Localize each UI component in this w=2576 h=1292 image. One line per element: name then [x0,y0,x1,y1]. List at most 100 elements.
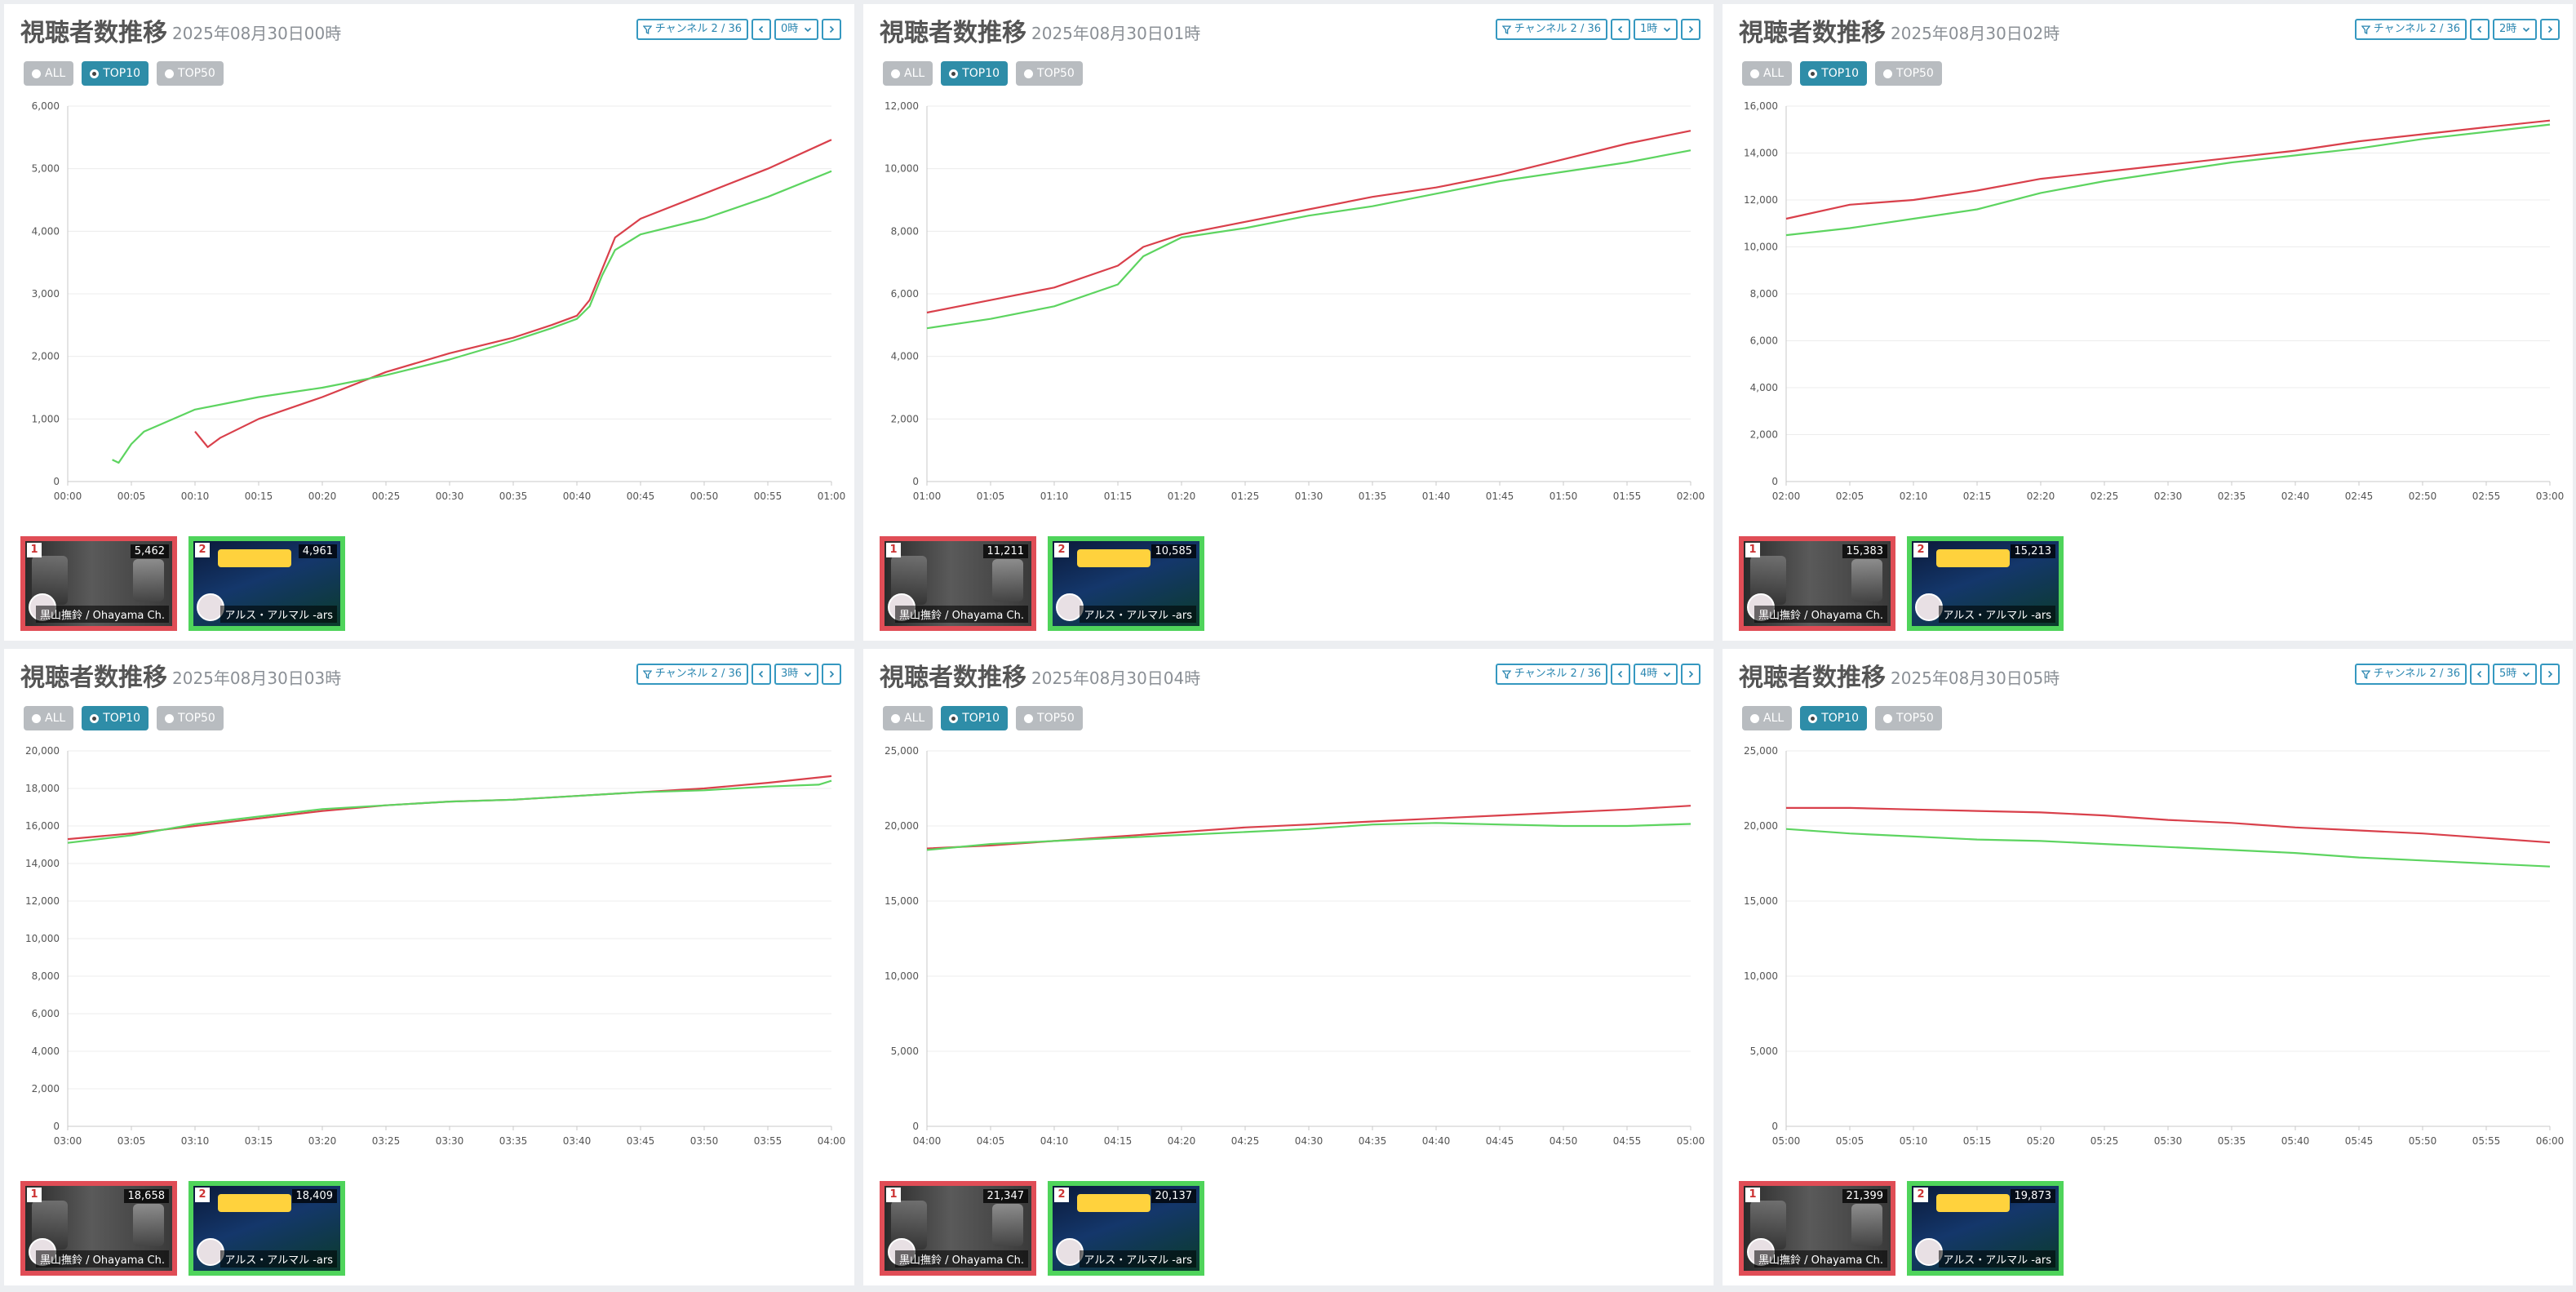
channel-filter-button[interactable]: チャンネル 2 / 36 [2354,19,2467,40]
next-hour-button[interactable] [822,664,841,685]
tab-all[interactable]: ALL [883,706,933,730]
chart-date: 2025年08月30日03時 [172,668,342,688]
x-tick-label: 03:05 [117,1135,146,1147]
x-tick-label: 05:05 [1836,1135,1864,1147]
tab-all[interactable]: ALL [1742,706,1793,730]
channel-thumbnail[interactable]: 2 18,409 アルス・アルマル -ars [188,1181,345,1276]
channel-thumbnail[interactable]: 1 21,399 黒山撫鈴 / Ohayama Ch. [1739,1181,1895,1276]
prev-hour-button[interactable] [2470,19,2490,40]
next-hour-button[interactable] [1681,19,1700,40]
y-tick-label: 25,000 [885,745,919,757]
tab-all[interactable]: ALL [24,61,74,86]
chevron-down-icon [804,27,812,33]
next-hour-button[interactable] [1681,664,1700,685]
tab-top10[interactable]: TOP10 [1800,61,1868,86]
tab-top50[interactable]: TOP50 [1875,706,1942,730]
rank-badge: 1 [27,543,42,557]
viewer-line-chart: 0 2,000 4,000 6,000 8,000 10,000 12,000 01:00 01… [885,100,1705,502]
channel-name: 黒山撫鈴 / Ohayama Ch. [36,606,169,623]
tab-top50[interactable]: TOP50 [1875,61,1942,86]
y-tick-label: 0 [1771,1121,1778,1132]
chevron-left-icon [1617,670,1623,678]
chart-controls: チャンネル 2 / 36 0時 [636,19,841,40]
x-tick-label: 03:40 [563,1135,592,1147]
radio-icon [165,69,175,78]
prev-hour-button[interactable] [2470,664,2490,685]
channel-thumbnail[interactable]: 2 10,585 アルス・アルマル -ars [1048,536,1204,631]
prev-hour-button[interactable] [752,664,771,685]
tab-top50[interactable]: TOP50 [157,706,224,730]
y-tick-label: 16,000 [1744,100,1778,112]
y-tick-label: 20,000 [1744,820,1778,832]
avatar [1915,1238,1943,1266]
tab-top50[interactable]: TOP50 [1016,706,1083,730]
hour-select[interactable]: 1時 [1634,19,1678,40]
x-tick-label: 05:40 [2281,1135,2310,1147]
prev-hour-button[interactable] [1611,664,1630,685]
x-tick-label: 03:00 [2536,491,2565,502]
viewer-count: 15,213 [2010,544,2055,558]
chart-date: 2025年08月30日02時 [1891,24,2060,43]
next-hour-button[interactable] [2540,19,2560,40]
channel-filter-button[interactable]: チャンネル 2 / 36 [1495,19,1607,40]
hour-select[interactable]: 2時 [2493,19,2537,40]
page-title: 視聴者数推移 [1739,19,1886,47]
tab-label: TOP10 [1821,712,1860,725]
radio-dot [1811,716,1816,721]
tab-all[interactable]: ALL [1742,61,1793,86]
channel-thumbnail[interactable]: 2 19,873 アルス・アルマル -ars [1907,1181,2064,1276]
channel-filter-button[interactable]: チャンネル 2 / 36 [1495,664,1607,685]
tab-label: TOP10 [962,67,1000,80]
viewer-line-chart: 0 2,000 4,000 6,000 8,000 10,000 12,000 14,000 1… [25,745,845,1147]
tab-all[interactable]: ALL [24,706,74,730]
channel-filter-button[interactable]: チャンネル 2 / 36 [636,19,748,40]
series-line-2 [112,170,832,464]
tab-all[interactable]: ALL [883,61,933,86]
channel-thumbnail[interactable]: 2 20,137 アルス・アルマル -ars [1048,1181,1204,1276]
chart-panel: 視聴者数推移 2025年08月30日03時 チャンネル 2 / 36 3時 ALL TOP… [4,649,854,1285]
tab-top10[interactable]: TOP10 [82,706,149,730]
hour-select[interactable]: 3時 [774,664,818,685]
channel-thumbnail[interactable]: 1 15,383 黒山撫鈴 / Ohayama Ch. [1739,536,1895,631]
hour-select[interactable]: 4時 [1634,664,1678,685]
x-tick-label: 00:25 [372,491,401,502]
channel-thumbnail[interactable]: 2 4,961 アルス・アルマル -ars [188,536,345,631]
channel-thumbnail[interactable]: 1 5,462 黒山撫鈴 / Ohayama Ch. [20,536,177,631]
tab-top50[interactable]: TOP50 [1016,61,1083,86]
rank-badge: 2 [1054,543,1069,557]
channel-thumbnail[interactable]: 2 15,213 アルス・アルマル -ars [1907,536,2064,631]
next-hour-button[interactable] [822,19,841,40]
chart-controls: チャンネル 2 / 36 4時 [1495,664,1700,685]
channel-name: 黒山撫鈴 / Ohayama Ch. [895,606,1028,623]
hour-select[interactable]: 0時 [774,19,818,40]
viewer-line-chart: 0 2,000 4,000 6,000 8,000 10,000 12,000 14,000 1… [1744,100,2565,502]
tab-top10[interactable]: TOP10 [941,61,1009,86]
prev-hour-button[interactable] [1611,19,1630,40]
series-line-1 [1785,119,2551,220]
tab-top10[interactable]: TOP10 [1800,706,1868,730]
avatar [1056,1238,1084,1266]
rank-badge: 1 [27,1188,42,1202]
tab-label: TOP50 [1037,712,1075,725]
prev-hour-button[interactable] [752,19,771,40]
channel-filter-button[interactable]: チャンネル 2 / 36 [636,664,748,685]
channel-filter-button[interactable]: チャンネル 2 / 36 [2354,664,2467,685]
next-hour-button[interactable] [2540,664,2560,685]
chevron-right-icon [829,25,835,33]
y-tick-label: 5,000 [32,163,60,175]
thumbnail-art [1851,559,1882,602]
channel-thumbnail[interactable]: 1 21,347 黒山撫鈴 / Ohayama Ch. [880,1181,1036,1276]
x-tick-label: 04:55 [1613,1135,1642,1147]
tab-top10[interactable]: TOP10 [82,61,149,86]
tab-top50[interactable]: TOP50 [157,61,224,86]
rank-badge: 1 [1745,543,1760,557]
y-tick-label: 4,000 [1750,382,1778,393]
tab-top10[interactable]: TOP10 [941,706,1009,730]
x-tick-label: 05:10 [1900,1135,1928,1147]
hour-select[interactable]: 5時 [2493,664,2537,685]
channel-thumbnail[interactable]: 1 11,211 黒山撫鈴 / Ohayama Ch. [880,536,1036,631]
channel-thumbnails: 1 11,211 黒山撫鈴 / Ohayama Ch. 2 10,585 アルス・アルマル… [880,536,1204,631]
channel-thumbnail[interactable]: 1 18,658 黒山撫鈴 / Ohayama Ch. [20,1181,177,1276]
x-tick-label: 03:20 [308,1135,337,1147]
chevron-down-icon [804,672,812,677]
